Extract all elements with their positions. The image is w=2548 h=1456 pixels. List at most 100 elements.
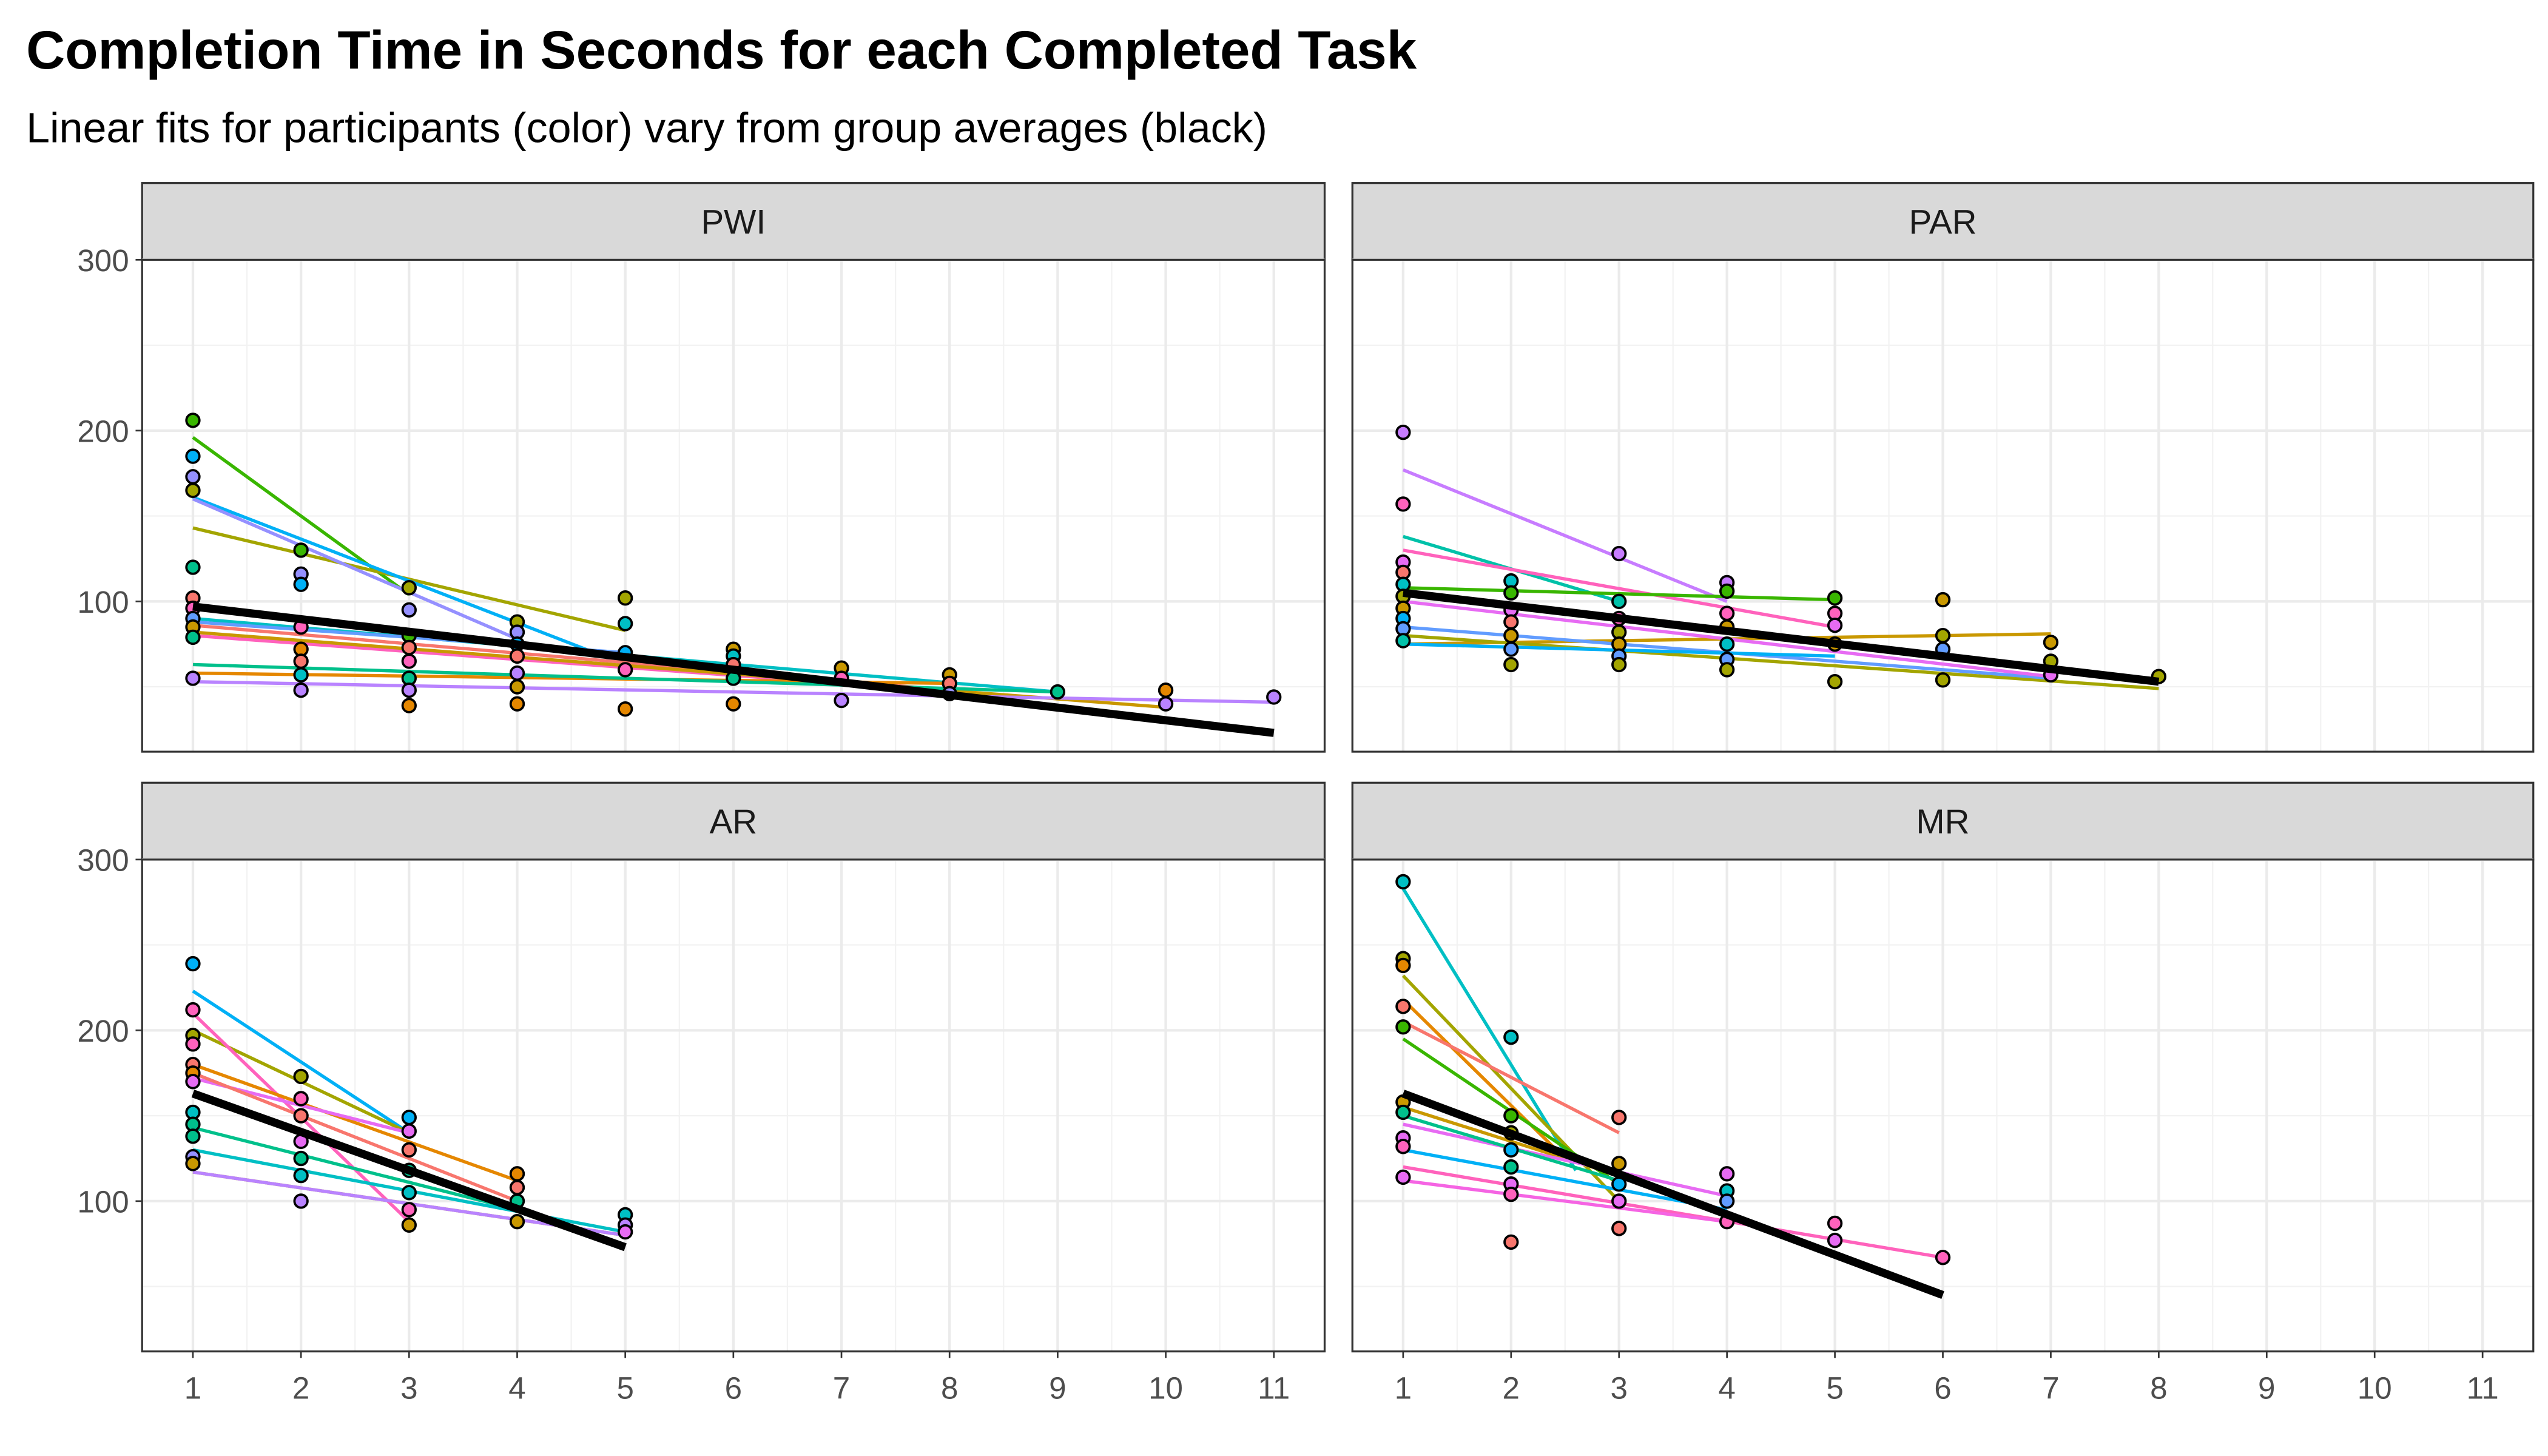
chart-title: Completion Time in Seconds for each Comp…	[26, 20, 1417, 80]
data-point	[1395, 424, 1411, 440]
data-point	[401, 1217, 417, 1233]
data-point	[1266, 689, 1282, 705]
panel-border	[1351, 258, 2535, 753]
data-point	[1503, 614, 1519, 630]
participant-fit-line	[1403, 548, 1836, 629]
data-point	[293, 576, 309, 592]
y-tick-label: 100	[77, 585, 129, 619]
x-tick-label: 9	[2258, 1371, 2275, 1406]
facet-strip-label: PWI	[701, 203, 766, 241]
data-point	[401, 1123, 417, 1139]
participant-fit-line	[192, 989, 410, 1134]
data-point	[293, 1167, 309, 1184]
data-point	[185, 482, 201, 498]
data-point	[185, 413, 201, 428]
x-tick-label: 5	[1826, 1371, 1843, 1406]
data-point	[401, 1202, 417, 1218]
x-tick-label: 6	[725, 1371, 742, 1406]
x-tick-label: 8	[941, 1371, 958, 1406]
x-tick-label: 9	[1049, 1371, 1066, 1406]
data-point	[1503, 1234, 1519, 1250]
x-tick-label: 2	[1503, 1371, 1520, 1406]
x-tick-label: 7	[2042, 1371, 2059, 1406]
data-point	[1935, 627, 1951, 644]
data-point	[1611, 1110, 1627, 1125]
y-tick-label: 300	[77, 843, 129, 878]
data-point	[185, 1036, 201, 1052]
data-point	[509, 1213, 525, 1230]
data-point	[185, 559, 201, 575]
data-point	[1827, 1232, 1843, 1249]
data-point	[1158, 682, 1174, 698]
participant-fit-line	[192, 1063, 518, 1182]
data-point	[726, 696, 741, 712]
data-point	[618, 616, 633, 632]
data-point	[1935, 672, 1951, 688]
participant-fit-line	[1403, 1165, 1943, 1259]
data-point	[293, 667, 309, 683]
data-point	[185, 670, 201, 686]
data-point	[1611, 656, 1627, 673]
x-tick-label: 11	[1258, 1371, 1290, 1406]
data-point	[401, 682, 417, 698]
facet-strip-label: PAR	[1909, 203, 1977, 241]
data-point	[401, 1110, 417, 1125]
data-point	[401, 1185, 417, 1201]
panel-mr: MR 1 2 3 4 5 6 7 8 9 10 11	[1351, 781, 2535, 1406]
data-point	[618, 590, 633, 606]
participant-fit-line	[192, 679, 1274, 704]
data-point	[834, 692, 849, 709]
data-point	[1719, 583, 1735, 599]
group-average-fit-line	[191, 1090, 627, 1252]
data-point	[1719, 605, 1735, 621]
participant-fit-line	[192, 630, 1166, 709]
data-point	[1395, 1139, 1411, 1154]
data-point	[1395, 1104, 1411, 1121]
data-point	[1395, 1019, 1411, 1035]
data-point	[509, 679, 525, 695]
data-point	[509, 1179, 525, 1196]
participant-fit-line	[1401, 888, 1577, 1171]
data-point	[185, 629, 201, 645]
x-tick-label: 4	[508, 1371, 525, 1406]
facet-strip-label: AR	[710, 803, 758, 841]
data-point	[293, 653, 309, 669]
y-tick-label: 300	[77, 243, 129, 278]
data-point	[1503, 627, 1519, 644]
x-tick-label: 1	[1395, 1371, 1412, 1406]
participant-fit-line	[192, 497, 518, 641]
data-point	[401, 698, 417, 713]
data-point	[1503, 1159, 1519, 1175]
data-point	[185, 469, 201, 485]
data-point	[1395, 957, 1411, 974]
data-point	[401, 602, 417, 618]
data-point	[1827, 1215, 1843, 1232]
data-point	[1503, 641, 1519, 657]
chart-subtitle: Linear fits for participants (color) var…	[26, 104, 1267, 151]
panel-par: PAR	[1351, 182, 2535, 753]
data-point	[293, 1150, 309, 1167]
x-tick-label: 1	[184, 1371, 201, 1406]
data-point	[2043, 635, 2059, 650]
x-tick-label: 3	[1610, 1371, 1627, 1406]
data-point	[401, 580, 417, 596]
x-tick-label: 4	[1718, 1371, 1735, 1406]
participant-fit-line	[1403, 586, 1835, 602]
data-point	[401, 639, 417, 655]
group-average-fit-line	[192, 602, 1275, 737]
x-tick-label: 11	[2467, 1371, 2499, 1406]
x-tick-label: 7	[833, 1371, 850, 1406]
data-point	[1503, 1108, 1519, 1124]
group-average-fit-line	[1403, 588, 2160, 686]
y-tick-label: 200	[77, 1014, 129, 1048]
data-point	[185, 956, 201, 972]
participant-fit-line	[1402, 468, 1728, 603]
data-point	[1503, 1029, 1519, 1045]
data-point	[1050, 684, 1066, 700]
participant-fit-line	[1403, 1179, 1727, 1224]
facet-strip-label: MR	[1916, 803, 1970, 841]
x-tick-label: 5	[616, 1371, 633, 1406]
data-point	[1935, 1250, 1951, 1266]
data-point	[1395, 496, 1411, 512]
